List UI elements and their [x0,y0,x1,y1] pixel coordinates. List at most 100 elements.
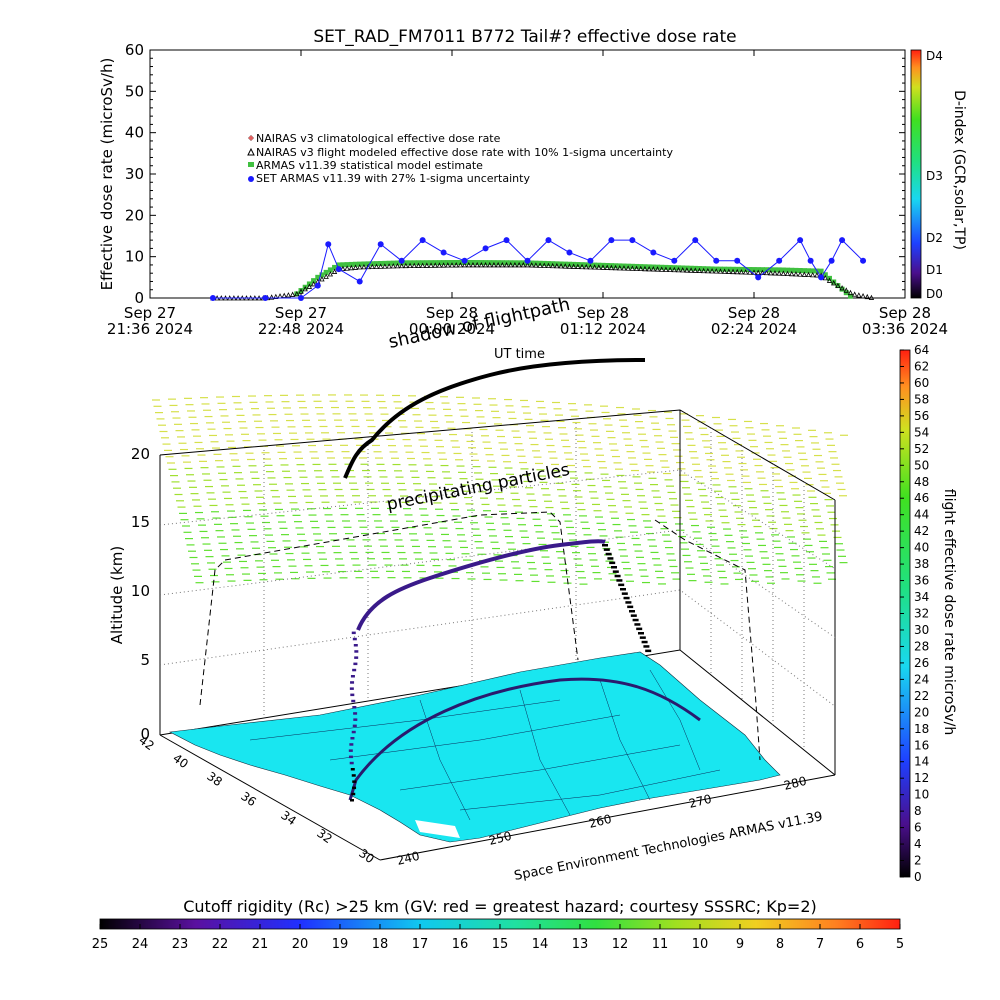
d-tick: D0 [926,287,943,301]
nairas-flight-point [826,277,833,283]
nairas-flight-point [298,288,304,294]
nairas-flight-point [331,268,338,274]
dose-tick-label: 54 [914,425,929,439]
rigidity-tick-label: 22 [212,937,229,952]
ascent-point [352,706,357,709]
descent-point [616,579,623,582]
d-tick: D1 [926,263,943,277]
dose-tick-label: 18 [914,722,929,736]
nairas-flight-point [742,269,749,275]
lon-tick: 270 [687,792,713,811]
dose-tick-label: 8 [914,804,922,818]
nairas-flight-point [474,262,480,268]
nairas-flight-point [617,265,623,271]
armas-model-point [776,267,782,273]
dose-tick-label: 36 [914,574,929,588]
nairas-flight-point [768,270,774,276]
legend-triangle-marker-icon [247,147,255,156]
nairas-flight-point [721,268,728,274]
armas-model-point [785,267,791,273]
frame-front-left [159,734,381,861]
set-armas-connector [810,260,822,278]
nairas-flight-point [835,282,841,288]
rigidity-tick-label: 12 [612,937,629,952]
set-armas-connector [317,244,329,286]
frame-top-back [159,409,836,501]
nairas-flight-point [520,262,526,268]
nairas-flight-point [839,285,845,291]
descent-point [618,583,625,587]
top-series [209,237,875,301]
ascent-point [352,780,357,783]
set-armas-connector [590,239,612,262]
dose-tick-label: 2 [914,854,922,868]
descent-point [641,640,648,644]
nairas-flight-point [709,268,715,274]
set-armas-connector [548,239,570,253]
nairas-flight-point [659,266,665,272]
nairas-flight-point [692,267,698,273]
nairas-flight-point [428,262,434,268]
top-chart-title: SET_RAD_FM7011 B772 Tail#? effective dos… [313,27,736,47]
nairas-flight-point [524,262,531,268]
nairas-flight-point [482,262,489,268]
nairas-flight-point [847,289,854,296]
armas-model-point [806,268,812,274]
grid-line [159,529,836,638]
set-armas-connector [632,239,654,253]
nairas-flight-point [600,264,606,270]
armas-model-point [793,267,799,273]
nairas-flight-point [327,271,334,277]
dose-tick-label: 46 [914,491,929,505]
ascent-point [353,644,358,647]
nairas-flight-point [562,263,568,269]
dose-tick-label: 32 [914,607,929,621]
dose-tick-label: 62 [914,359,929,373]
z-tick: 20 [131,445,150,463]
nairas-flight-point [268,294,275,300]
dose-tick-label: 24 [914,672,929,686]
dose-tick-label: 52 [914,442,929,456]
armas-model-point [847,293,853,299]
ascent-point [350,693,355,697]
nairas-flight-point [789,270,795,277]
nairas-flight-point [357,264,363,270]
dose-tick-label: 60 [914,376,929,390]
nairas-flight-point [419,262,426,268]
nairas-flight-point [579,263,585,270]
dose-tick-label: 48 [914,475,929,489]
nairas-flight-point [495,262,501,268]
nairas-flight-point [684,267,690,273]
set-armas-connector [841,239,864,262]
dose-tick-label: 44 [914,508,929,522]
rigidity-tick-label: 25 [92,937,109,952]
d-index-axis-label: D-index (GCR,solar,TP) [951,90,967,250]
rigidity-tick-label: 10 [692,937,709,952]
nairas-flight-point [734,268,740,275]
nairas-flight-point [654,266,661,272]
nairas-flight-point [340,265,346,272]
descent-point [643,645,650,648]
dose-tick-label: 28 [914,639,929,653]
armas-model-point [344,262,350,268]
dashed-shadow-line-right [654,519,761,761]
rigidity-tick-label: 11 [652,937,669,952]
dose-tick-label: 38 [914,557,929,571]
ascent-point [350,681,355,684]
set-armas-connector [338,268,360,282]
nairas-flight-point [671,266,677,273]
descent-point [602,544,608,547]
nairas-flight-point [470,262,476,268]
top-y-ticks: 0 10 20 30 40 50 60 [125,41,905,307]
y-tick-label: 10 [125,248,144,266]
lat-tick: 30 [356,846,377,866]
x-tick-date: Sep 27 [124,304,176,322]
x-tick-time: 21:36 2024 [107,320,193,338]
set-armas-connector [799,239,812,262]
nairas-flight-point [650,266,656,272]
descent-point [620,588,626,591]
nairas-flight-point [612,264,619,271]
z-tick: 0 [140,725,150,743]
descent-point [605,552,612,556]
descent-point [625,601,632,604]
